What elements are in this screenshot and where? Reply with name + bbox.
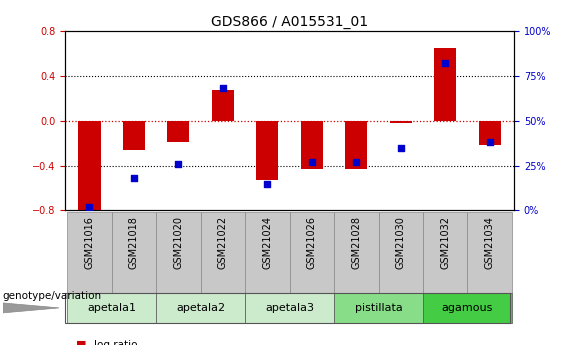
Bar: [201, 212, 245, 293]
Bar: [167, 121, 189, 142]
Text: apetala2: apetala2: [176, 303, 225, 313]
Point: [129, 175, 138, 181]
Bar: [156, 293, 245, 323]
Bar: [256, 121, 279, 180]
Text: genotype/variation: genotype/variation: [3, 291, 102, 301]
Point: [441, 61, 450, 66]
Text: GSM21026: GSM21026: [307, 216, 317, 269]
Text: log ratio: log ratio: [94, 340, 138, 345]
Text: GSM21020: GSM21020: [173, 216, 184, 269]
Bar: [345, 121, 367, 169]
Point: [396, 145, 405, 150]
Point: [307, 159, 316, 165]
Text: GSM21030: GSM21030: [396, 216, 406, 269]
Text: apetala1: apetala1: [87, 303, 136, 313]
Text: apetala3: apetala3: [265, 303, 314, 313]
Bar: [434, 48, 457, 121]
Bar: [423, 293, 512, 323]
Bar: [334, 293, 423, 323]
Bar: [245, 212, 289, 293]
Bar: [423, 212, 467, 293]
Text: GSM21016: GSM21016: [84, 216, 94, 269]
Bar: [390, 121, 412, 123]
Bar: [301, 121, 323, 169]
Text: agamous: agamous: [442, 303, 493, 313]
Title: GDS866 / A015531_01: GDS866 / A015531_01: [211, 14, 368, 29]
Text: GSM21018: GSM21018: [129, 216, 139, 269]
Point: [174, 161, 183, 167]
Text: GSM21024: GSM21024: [262, 216, 272, 269]
Bar: [245, 293, 334, 323]
Bar: [67, 293, 156, 323]
Bar: [123, 121, 145, 150]
Point: [218, 86, 227, 91]
Bar: [79, 121, 101, 213]
Bar: [467, 212, 512, 293]
Text: GSM21032: GSM21032: [440, 216, 450, 269]
Bar: [212, 90, 234, 121]
Point: [485, 139, 494, 145]
Bar: [479, 121, 501, 146]
Text: GSM21022: GSM21022: [218, 216, 228, 269]
Text: ■: ■: [76, 340, 87, 345]
Bar: [379, 212, 423, 293]
Bar: [67, 212, 112, 293]
Point: [263, 181, 272, 186]
Text: pistillata: pistillata: [355, 303, 402, 313]
Text: GSM21028: GSM21028: [351, 216, 361, 269]
Text: GSM21034: GSM21034: [485, 216, 495, 269]
Point: [352, 159, 361, 165]
Bar: [289, 212, 334, 293]
Bar: [112, 212, 156, 293]
Polygon shape: [3, 303, 59, 313]
Bar: [156, 212, 201, 293]
Point: [85, 204, 94, 210]
Bar: [334, 212, 379, 293]
